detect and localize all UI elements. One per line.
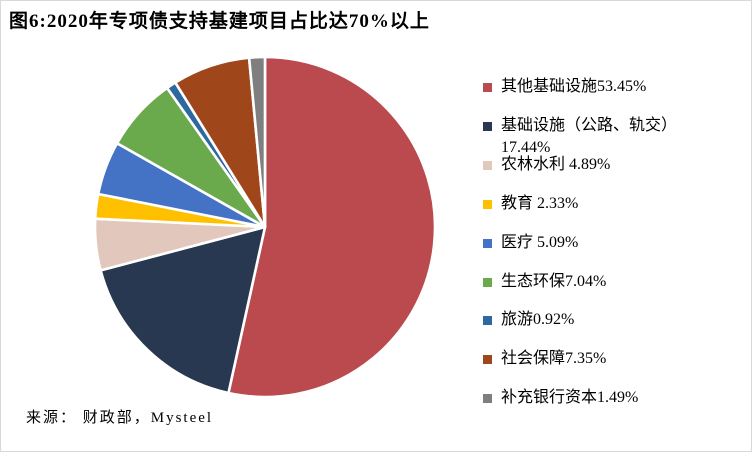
- legend-label: 其他基础设施53.45%: [501, 78, 647, 95]
- legend-marker: [483, 277, 492, 287]
- legend-item: 补充银行资本1.49%: [483, 387, 723, 409]
- pie-slice: [99, 225, 267, 395]
- legend-item: 生态环保7.04%: [483, 271, 723, 293]
- legend-label: 教育 2.33%: [501, 194, 579, 212]
- legend-item: 医疗 5.09%: [483, 232, 723, 254]
- legend-label: 旅游0.92%: [501, 311, 575, 329]
- pie-chart: [93, 55, 437, 399]
- legend: 其他基础设施53.45% 基础设施（公路、轨交）17.44% 农林水利 4.89% 教…: [483, 1, 743, 451]
- legend-item: 旅游0.92%: [483, 309, 723, 331]
- legend-item: 其他基础设施53.45%: [483, 76, 723, 98]
- legend-label: 农林水利 4.89%: [501, 155, 611, 173]
- legend-marker: [483, 316, 492, 326]
- legend-label: 基础设施（公路、轨交）17.44%: [501, 116, 678, 156]
- source-note: 来源： 财政部，Mysteel: [26, 410, 214, 426]
- legend-label: 社会保障7.35%: [501, 350, 607, 368]
- legend-marker: [483, 199, 492, 209]
- legend-marker: [483, 238, 492, 248]
- legend-label: 补充银行资本1.49%: [501, 389, 639, 407]
- legend-label: 生态环保7.04%: [501, 272, 607, 290]
- pie-slice: [247, 55, 267, 229]
- chart-title: 图6:2020年专项债支持基建项目占比达70%以上: [9, 11, 430, 32]
- legend-item: 教育 2.33%: [483, 193, 723, 215]
- legend-marker: [483, 355, 492, 365]
- legend-marker: [483, 121, 492, 131]
- legend-item: 基础设施（公路、轨交）17.44%: [483, 115, 723, 159]
- legend-label: 医疗 5.09%: [501, 233, 579, 251]
- legend-marker: [483, 394, 492, 404]
- legend-marker: [483, 83, 492, 92]
- pie-chart-area: [75, 37, 455, 417]
- legend-item: 农林水利 4.89%: [483, 154, 723, 176]
- legend-marker: [483, 160, 492, 170]
- legend-item: 社会保障7.35%: [483, 348, 723, 370]
- pie-slice: [227, 55, 437, 399]
